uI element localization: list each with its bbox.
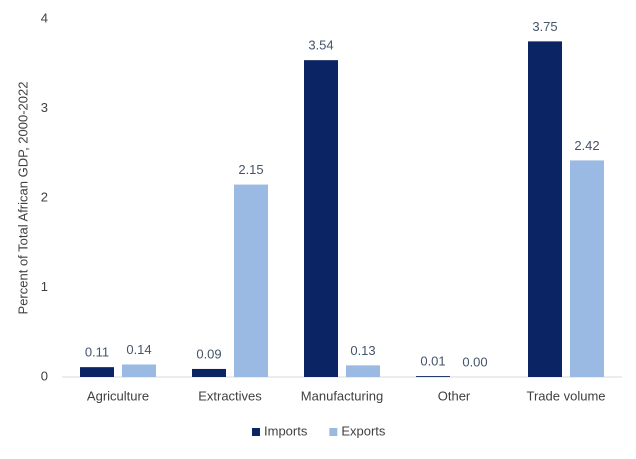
bar (346, 365, 380, 377)
bar (528, 41, 562, 377)
x-tick-label: Manufacturing (301, 388, 383, 403)
value-label: 0.01 (420, 354, 445, 369)
x-tick-label: Other (438, 388, 471, 403)
y-tick-label: 4 (41, 10, 48, 25)
legend-label: Imports (264, 423, 308, 438)
value-label: 2.42 (574, 138, 599, 153)
value-label: 0.13 (350, 343, 375, 358)
y-tick-label: 1 (41, 279, 48, 294)
y-axis-label: Percent of Total African GDP, 2000-2022 (15, 82, 30, 315)
bar (192, 368, 226, 377)
value-label: 3.54 (308, 38, 333, 53)
bar (234, 184, 268, 377)
value-label: 2.15 (238, 162, 263, 177)
bar (416, 376, 450, 377)
bar (570, 160, 604, 377)
value-label: 3.75 (532, 19, 557, 34)
bar (80, 367, 114, 377)
value-label: 0.14 (126, 342, 151, 357)
bar (304, 60, 338, 378)
value-label: 0.00 (462, 354, 487, 369)
x-tick-label: Extractives (198, 388, 262, 403)
x-tick-label: Trade volume (527, 388, 606, 403)
y-tick-label: 0 (41, 368, 48, 383)
legend-label: Exports (341, 423, 386, 438)
legend-swatch (329, 428, 338, 436)
bar (122, 364, 156, 377)
y-tick-label: 3 (41, 100, 48, 115)
legend-swatch (252, 428, 260, 436)
value-label: 0.09 (196, 346, 221, 361)
x-tick-label: Agriculture (87, 388, 149, 403)
y-tick-label: 2 (41, 189, 48, 204)
value-label: 0.11 (85, 345, 109, 360)
